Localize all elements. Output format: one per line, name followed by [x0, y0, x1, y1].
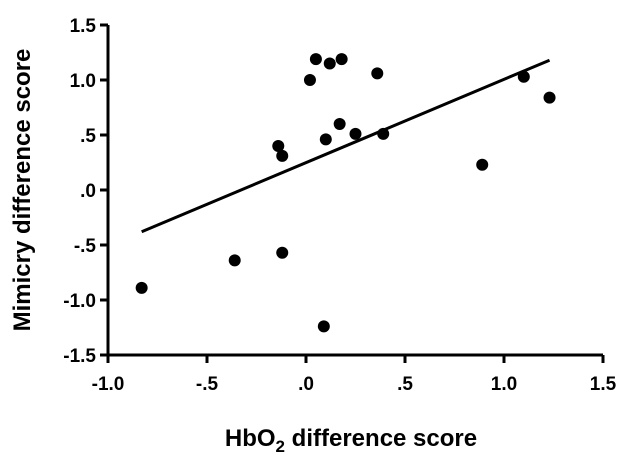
y-tick-label: -.5	[74, 236, 97, 257]
data-point	[476, 158, 489, 171]
data-point	[135, 281, 148, 294]
data-point	[228, 254, 241, 267]
regression-line	[141, 58, 551, 234]
data-point	[543, 91, 556, 104]
y-tick-label: 1.5	[70, 16, 97, 37]
y-tick-label: .0	[80, 181, 96, 202]
y-tick-label: -1.0	[63, 291, 96, 312]
data-point	[276, 246, 289, 259]
data-point	[276, 149, 289, 162]
y-axis-title: Mimicry difference score	[9, 49, 36, 332]
data-point	[323, 57, 336, 70]
data-point	[319, 133, 332, 146]
x-axis-title: HbO2 difference score	[225, 425, 477, 456]
x-tick-label: 1.0	[491, 374, 517, 395]
data-points	[135, 53, 556, 333]
y-tick-label: 1.0	[70, 71, 96, 92]
x-axis-title-subscript: 2	[276, 437, 285, 456]
data-point	[317, 320, 330, 333]
data-point	[272, 140, 285, 152]
data-point	[371, 67, 384, 80]
x-tick-label: -1.0	[92, 374, 125, 395]
x-ticks: -1.0 -.5 .0 .5 1.0 1.5	[92, 355, 617, 395]
data-point	[517, 70, 530, 83]
x-tick-label: -.5	[196, 374, 219, 395]
data-point	[349, 127, 362, 140]
y-axis: -1.5 -1.0 -.5 .0 .5 1.0 1.5	[63, 16, 110, 367]
x-tick-label: .5	[397, 374, 413, 395]
x-axis-title-suffix: difference score	[285, 425, 477, 452]
x-tick-label: .0	[298, 374, 314, 395]
data-point	[335, 53, 348, 66]
fit-line-group	[141, 58, 551, 234]
x-axis: -1.0 -.5 .0 .5 1.0 1.5	[92, 353, 617, 395]
data-point	[309, 53, 322, 66]
x-axis-title-main: HbO	[225, 425, 276, 452]
y-tick-label: -1.5	[63, 346, 96, 367]
y-ticks: -1.5 -1.0 -.5 .0 .5 1.0 1.5	[63, 16, 108, 367]
x-tick-label: 1.5	[590, 374, 617, 395]
data-point	[333, 118, 346, 130]
data-point	[377, 127, 390, 140]
data-point	[303, 74, 316, 86]
y-tick-label: .5	[80, 126, 96, 147]
